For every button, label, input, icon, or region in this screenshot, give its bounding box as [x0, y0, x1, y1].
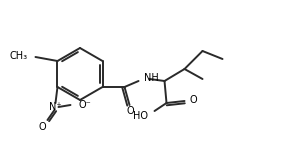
Text: O: O	[39, 122, 46, 132]
Text: O: O	[189, 95, 197, 105]
Text: NH: NH	[143, 73, 158, 83]
Text: HO: HO	[133, 111, 147, 121]
Text: N⁺: N⁺	[49, 102, 62, 112]
Text: CH₃: CH₃	[9, 51, 28, 61]
Text: O⁻: O⁻	[78, 100, 91, 110]
Text: O: O	[127, 106, 134, 116]
